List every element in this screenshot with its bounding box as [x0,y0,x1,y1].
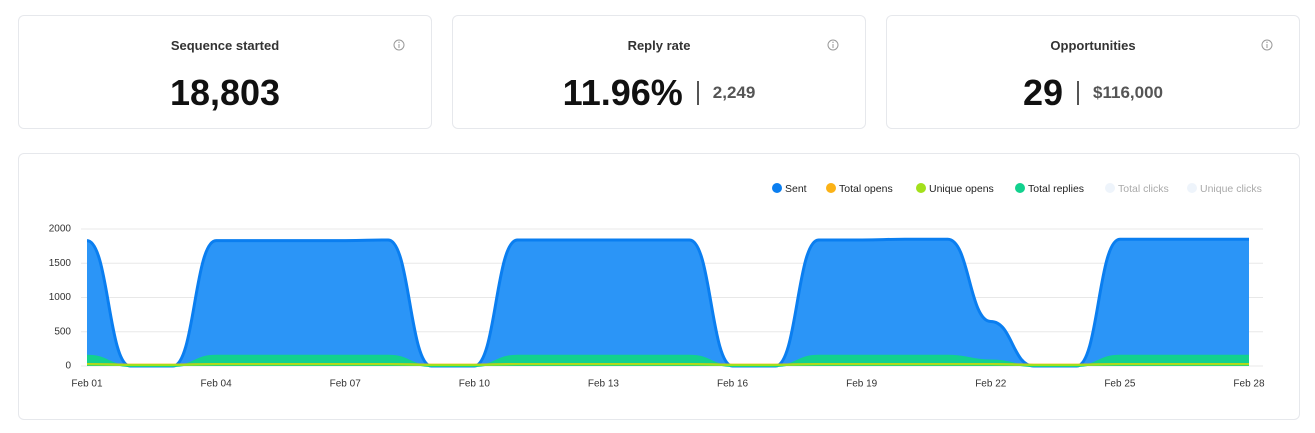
separator [696,81,699,105]
card-title: Sequence started [170,38,280,53]
y-tick-label: 2000 [49,224,72,235]
legend-marker [1187,183,1197,193]
legend-label: Sent [785,183,807,195]
card-title: Opportunities [1050,38,1136,53]
line [86,363,1249,366]
card-value-row: 11.96% 2,249 [453,72,865,114]
y-tick-label: 1500 [49,258,72,269]
x-tick-label: Feb 25 [1104,379,1136,390]
x-tick-label: Feb 13 [588,379,620,390]
card-secondary: $116,000 [1093,83,1163,102]
x-tick-label: Feb 10 [459,379,491,390]
legend-marker [1015,183,1025,193]
separator [1077,81,1080,105]
x-tick-label: Feb 19 [846,379,878,390]
x-tick-label: Feb 04 [201,379,233,390]
x-tick-label: Feb 28 [1233,379,1265,390]
legend-marker [1105,183,1115,193]
legend-label: Unique opens [929,183,994,195]
info-icon[interactable] [393,39,405,51]
info-icon[interactable] [1261,39,1273,51]
legend-marker [772,183,782,193]
card-value-row: 18,803 [19,72,431,114]
legend-marker [916,183,926,193]
card-secondary: 2,249 [712,83,756,102]
card-value-row: 29 $116,000 [887,72,1299,114]
card-value: 11.96% [562,72,683,113]
x-tick-label: Feb 01 [71,379,103,390]
y-tick-label: 1000 [49,292,72,303]
area [87,239,1249,366]
card-value: 18,803 [169,72,281,113]
legend-label: Total clicks [1118,183,1169,195]
chart: 0 500 1000 1500 2000 Feb 01 Feb 04 Feb 07 Feb 10… [49,183,1265,390]
x-tick-label: Feb 22 [975,379,1007,390]
legend-label: Unique clicks [1200,183,1262,195]
card: Sequence started 18,803 [18,15,432,129]
y-tick-label: 500 [54,326,71,337]
chart-card: 0 500 1000 1500 2000 Feb 01 Feb 04 Feb 07 Feb 10… [18,153,1300,420]
x-tick-label: Feb 07 [330,379,362,390]
legend-label: Total opens [839,183,893,195]
legend-label: Total replies [1028,183,1084,195]
card: Reply rate 11.96% 2,249 [452,15,866,129]
x-tick-label: Feb 16 [717,379,749,390]
card: Opportunities 29 $116,000 [886,15,1300,129]
y-tick-label: 0 [65,361,71,372]
card-value: 29 [1022,72,1064,113]
legend-marker [826,183,836,193]
card-title: Reply rate [627,38,691,53]
info-icon[interactable] [827,39,839,51]
line [86,354,1250,367]
